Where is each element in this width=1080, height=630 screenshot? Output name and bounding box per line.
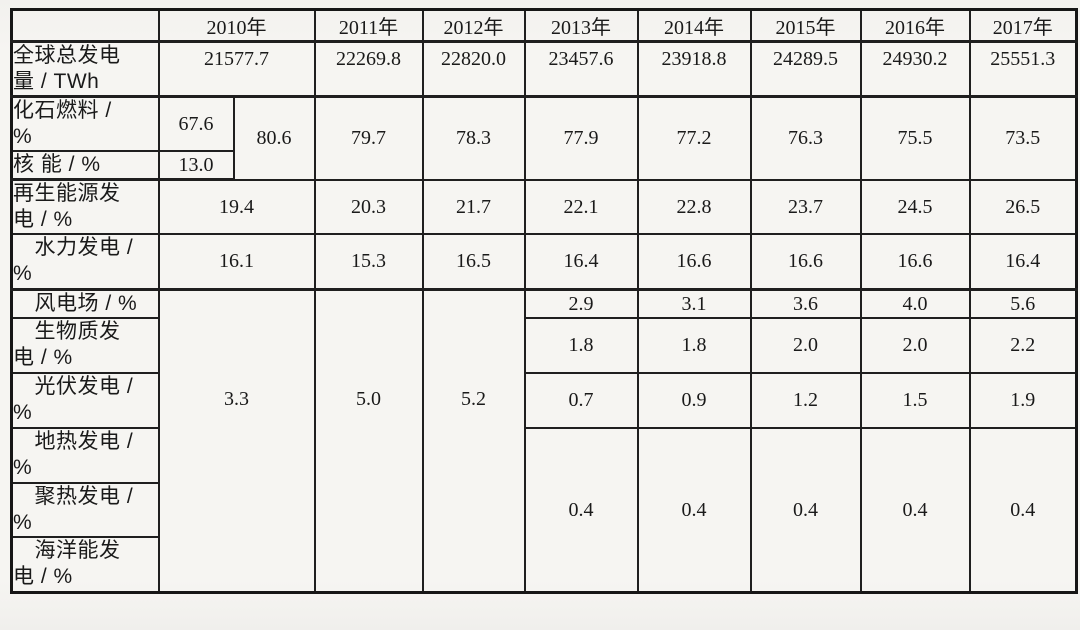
cell-fossil-nuclear-2014: 77.2 (636, 95, 752, 181)
year-header-2010: 2010年 (157, 8, 316, 43)
year-header-2012: 2012年 (421, 8, 526, 43)
cell-fossil-nuclear-2010: 80.6 (232, 95, 316, 181)
cell-geo-csp-ocean-2016: 0.4 (859, 426, 971, 594)
header-row: 2010年 2011年 2012年 2013年 2014年 2015年 2016… (10, 8, 1078, 43)
cell-biomass-2017: 2.2 (968, 316, 1078, 374)
row-biomass: 生物质发 电 / % 1.8 1.8 2.0 2.0 2.2 (10, 316, 1078, 374)
cell-hydro-2016: 16.6 (859, 233, 971, 291)
cell-solar-pv-2014: 0.9 (636, 371, 752, 429)
row-label-biomass: 生物质发 电 / % (10, 316, 160, 374)
global-power-generation-table: 2010年 2011年 2012年 2013年 2014年 2015年 2016… (10, 8, 1078, 594)
row-hydro: 水力发电 / % 16.1 15.3 16.5 16.4 16.6 16.6 1… (10, 233, 1078, 291)
row-label-geothermal: 地热发电 / % (10, 426, 160, 484)
row-label-renewables: 再生能源发 电 / % (10, 178, 160, 235)
row-solar-thermal: 聚热发电 / % (10, 481, 1077, 538)
row-solar-pv: 光伏发电 / % 0.7 0.9 1.2 1.5 1.9 (10, 371, 1078, 429)
cell-nuclear-2010: 13.0 (157, 150, 235, 181)
cell-fossil-nuclear-2012: 78.3 (421, 95, 526, 181)
cell-fossil-nuclear-2016: 75.5 (859, 95, 971, 181)
row-label-nuclear: 核 能 / % (10, 150, 160, 181)
cell-solar-pv-2015: 1.2 (749, 371, 862, 429)
row-label-solar-thermal: 聚热发电 / % (10, 481, 160, 538)
cell-wind-2013: 2.9 (523, 288, 639, 319)
row-label-solar-pv: 光伏发电 / % (10, 371, 160, 429)
year-header-2017: 2017年 (968, 8, 1078, 43)
cell-biomass-2016: 2.0 (859, 316, 971, 374)
row-ocean-energy: 海洋能发 电 / % (10, 535, 1077, 594)
new-energy-2011-value: 5.0 (356, 387, 381, 410)
cell-renewables-2015: 23.7 (749, 178, 862, 235)
cell-renewables-2010: 19.4 (157, 178, 316, 235)
row-geothermal: 地热发电 / % 0.4 0.4 0.4 0.4 0.4 (10, 426, 1078, 594)
row-nuclear: 核 能 / % 13.0 (10, 150, 1077, 181)
row-label-wind: 风电场 / % (10, 288, 160, 319)
cell-total-2015: 24289.5 (749, 40, 862, 98)
cell-renewables-2013: 22.1 (523, 178, 639, 235)
cell-renewables-2012: 21.7 (421, 178, 526, 235)
new-energy-2010-value: 3.3 (224, 387, 249, 410)
row-fossil-fuel: 化石燃料 / % 67.6 80.6 79.7 78.3 77.9 77.2 7… (10, 95, 1078, 181)
cell-total-2014: 23918.8 (636, 40, 752, 98)
year-header-2016: 2016年 (859, 8, 971, 43)
cell-hydro-2014: 16.6 (636, 233, 752, 291)
year-header-2015: 2015年 (749, 8, 862, 43)
row-label-ocean-energy: 海洋能发 电 / % (10, 535, 160, 594)
cell-total-2013: 23457.6 (523, 40, 639, 98)
cell-hydro-2011: 15.3 (313, 233, 424, 291)
cell-biomass-2014: 1.8 (636, 316, 752, 374)
cell-wind-2014: 3.1 (636, 288, 752, 319)
cell-solar-pv-2013: 0.7 (523, 371, 639, 429)
year-header-2014: 2014年 (636, 8, 752, 43)
row-renewables: 再生能源发 电 / % 19.4 20.3 21.7 22.1 22.8 23.… (10, 178, 1078, 235)
cell-renewables-2014: 22.8 (636, 178, 752, 235)
cell-wind-2017: 5.6 (968, 288, 1078, 319)
cell-geo-csp-ocean-2015: 0.4 (749, 426, 862, 594)
cell-hydro-2015: 16.6 (749, 233, 862, 291)
row-wind: 风电场 / % 3.3 5.0 5.2 2.9 3.1 3.6 4.0 5.6 (10, 288, 1078, 594)
cell-total-2010: 21577.7 (157, 40, 316, 98)
cell-solar-pv-2017: 1.9 (968, 371, 1078, 429)
cell-fossil-nuclear-2017: 73.5 (968, 95, 1078, 181)
cell-geo-csp-ocean-2017: 0.4 (968, 426, 1078, 594)
cell-hydro-2012: 16.5 (421, 233, 526, 291)
row-label-fossil-fuel: 化石燃料 / % (10, 95, 160, 152)
cell-renewables-2011: 20.3 (313, 178, 424, 235)
cell-fossil-nuclear-2011: 79.7 (313, 95, 424, 181)
cell-hydro-2017: 16.4 (968, 233, 1078, 291)
cell-total-2011: 22269.8 (313, 40, 424, 98)
cell-geo-csp-ocean-2014: 0.4 (636, 426, 752, 594)
cell-hydro-2010: 16.1 (157, 233, 316, 291)
cell-new-energy-2012: 5.2 (421, 288, 526, 594)
cell-total-2016: 24930.2 (859, 40, 971, 98)
cell-geo-csp-ocean-2013: 0.4 (523, 426, 639, 594)
cell-solar-pv-2016: 1.5 (859, 371, 971, 429)
row-label-hydro: 水力发电 / % (10, 233, 160, 291)
cell-total-2012: 22820.0 (421, 40, 526, 98)
row-total-generation: 全球总发电 量 / TWh 21577.7 22269.8 22820.0 23… (10, 40, 1078, 98)
cell-total-2017: 25551.3 (968, 40, 1078, 98)
cell-fossil-nuclear-2015: 76.3 (749, 95, 862, 181)
year-header-2013: 2013年 (523, 8, 639, 43)
cell-biomass-2013: 1.8 (523, 316, 639, 374)
year-header-2011: 2011年 (313, 8, 424, 43)
cell-hydro-2013: 16.4 (523, 233, 639, 291)
cell-new-energy-2011: 5.0 (313, 288, 424, 594)
cell-fossil-nuclear-2013: 77.9 (523, 95, 639, 181)
cell-wind-2015: 3.6 (749, 288, 862, 319)
cell-wind-2016: 4.0 (859, 288, 971, 319)
cell-renewables-2017: 26.5 (968, 178, 1078, 235)
row-label-total-generation: 全球总发电 量 / TWh (10, 40, 160, 98)
cell-renewables-2016: 24.5 (859, 178, 971, 235)
new-energy-2012-value: 5.2 (461, 387, 486, 410)
corner-cell (10, 8, 160, 43)
cell-new-energy-2010: 3.3 (157, 288, 316, 594)
cell-fossil-2010: 67.6 (157, 95, 235, 152)
cell-biomass-2015: 2.0 (749, 316, 862, 374)
